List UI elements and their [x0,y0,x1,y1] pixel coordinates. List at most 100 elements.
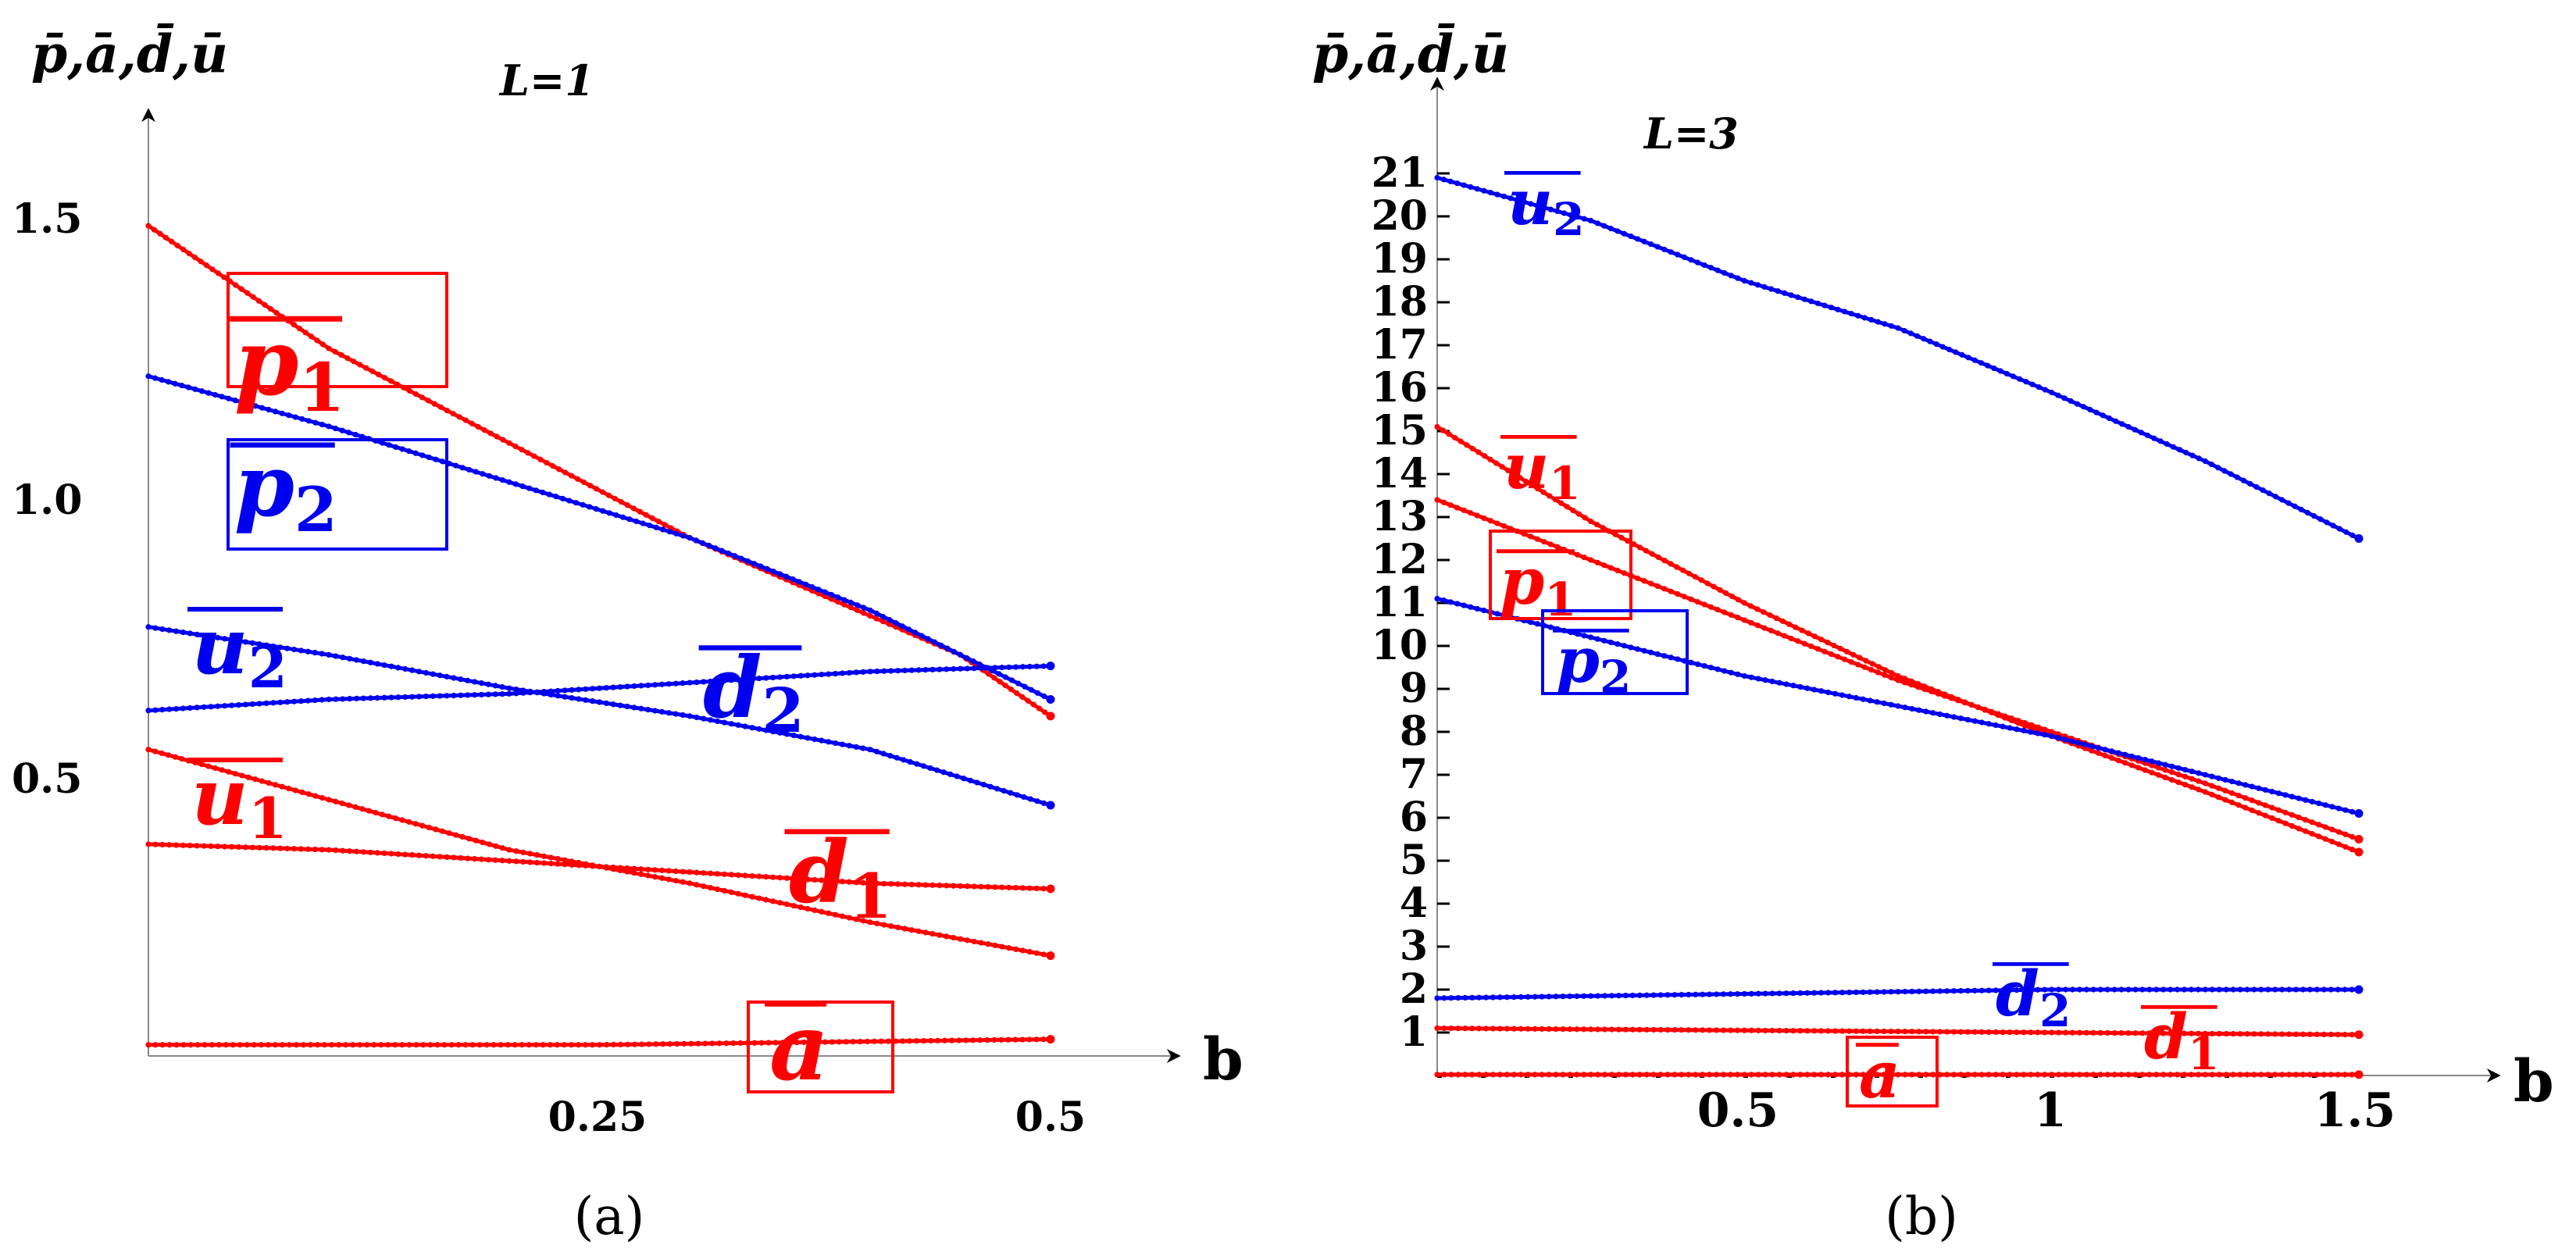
panel-b-series-u1-point [2215,794,2222,801]
panel-a-series-a-point [681,1040,687,1047]
panel-b-series-a-point [2014,1072,2020,1078]
panel-b-series-p1-point [1808,643,1814,650]
panel-a-series-u2-point [145,624,152,630]
panel-b-series-a-point [2174,1072,2181,1078]
panel-a-series-d2-point [222,703,228,709]
panel-b-series-d2-point [1811,990,1818,996]
panel-b-series-a-point [2062,1072,2069,1078]
panel-a-series-u2-point [409,667,416,673]
panel-b-series-p2-point [1930,710,1936,716]
panel-b-series-d2-point [2328,986,2334,993]
panel-b-series-p2-point [1846,694,1853,700]
panel-a-series-p1-point [302,330,309,336]
panel-b-series-u2-point [1946,346,1953,353]
panel-a-series-d2-point [617,683,623,690]
panel-a-series-u1-point [1012,946,1019,952]
label-subscript: 2 [294,473,337,546]
panel-a-series-u1-point [299,789,305,795]
panel-a-series-p1-point [250,294,256,300]
panel-b-series-a-point [1832,1072,1839,1078]
panel-b-series-a-point [1916,1072,1922,1078]
panel-b-series-d1-point [1476,1025,1482,1032]
panel-a-series-d1-point [846,879,852,885]
panel-b-series-p1-point [1454,505,1461,511]
panel-b-series-a-point [1686,1072,1692,1078]
panel-b-label-p1: p1 [1489,530,1632,626]
panel-a-series-d2-point [430,693,436,699]
panel-a-series-p2-point [559,495,566,502]
panel-b-series-u1-point [1793,624,1799,630]
panel-b-series-u2-point [1474,186,1480,192]
panel-b-series-u1-point [1499,464,1505,470]
panel-a-series-a-point [512,1042,518,1048]
panel-b-series-u1-point [2309,830,2315,837]
panel-b-series-p1-point [2021,719,2028,726]
panel-a-series-a-point [399,1042,405,1048]
panel-a-series-a-point [695,1040,701,1047]
panel-a-series-a-point [617,1041,624,1047]
panel-a-series-p2-point [473,469,479,475]
panel-b-series-d1-point [1525,1025,1531,1032]
panel-b-series-u1-point [2235,802,2242,808]
panel-a-series-a-point [336,1042,342,1048]
panel-a-series-d1-point [901,881,908,887]
panel-b-series-d1-point [1469,1025,1475,1032]
panel-b-series-d1-point [2132,1030,2139,1036]
panel-b-label-d2-text: d2 [1996,957,2071,1037]
panel-b-series-a-point [1713,1072,1720,1078]
panel-a-series-u1-point [839,913,846,919]
panel-b-series-u1-point [2222,797,2228,803]
panel-a-series-d2-point [471,692,478,698]
panel-b-series-d2-point [2181,986,2188,993]
panel-b-series-d2-point [1895,989,1901,995]
panel-a-series-p2-point [606,510,612,516]
panel-b-series-u2-point [2208,462,2215,468]
panel-a-series-a-markers [145,1035,1055,1048]
panel-a-series-d1-point [624,865,630,872]
panel-a-series-d2-point [610,684,616,690]
panel-b-series-a-point [1693,1072,1699,1078]
panel-a-series-d2-point [603,685,609,691]
panel-a-series-a-point [815,1039,821,1045]
panel-a-series-d2-point [742,676,748,683]
panel-b-series-u1-point [1882,667,1889,673]
panel-b-series-d2-point [1881,989,1887,995]
panel-b-series-p2-point [1957,715,1964,722]
panel-b-series-a-point [1643,1072,1650,1078]
panel-a-series-u1-point [339,801,345,807]
panel-b-series-a-markers [1434,1070,2364,1079]
panel-a-series-p1-point [525,450,531,456]
panel-a-series-u1-point [426,824,432,831]
panel-a-xtick-0.5: 0.5 [1015,1093,1086,1141]
panel-b-series-u2-point [1927,338,1933,344]
panel-a-series-d2-point [596,685,603,691]
panel-b-series-u2-point [2298,506,2304,512]
panel-b-series-d2-point [1964,987,1971,994]
label-base: d [703,639,762,737]
panel-a-series-u2-point [367,659,373,665]
panel-b-series-a-point [2216,1072,2222,1078]
panel-a-series-d1-point [388,851,394,857]
panel-a-series-u2-point [562,694,568,700]
panel-a-series-d1-point [776,875,783,881]
panel-b-series-d2-point [2202,986,2208,993]
panel-a-series-p2-point [725,550,732,557]
panel-b-series-p1-point [2275,807,2282,813]
panel-a-series-d2-point [1040,663,1047,669]
panel-a-series-p2-point [152,375,159,381]
panel-a-series-u1-point [232,770,238,777]
panel-a-series-u1-point [1019,947,1026,954]
panel-a-series-d1-point [458,854,464,861]
panel-a-series-p2-point [526,485,533,491]
panel-b-series-p1-point [2028,722,2035,728]
panel-a-series-u1-point [922,929,929,936]
panel-a-series-p2-point [893,620,899,626]
panel-a-series-u2-point [471,679,478,685]
panel-a-series-u2-point [353,657,360,663]
panel-b-series-p2-point [1581,633,1587,639]
panel-b-series-u2-point [2035,384,2042,391]
panel-b-series-d1-point [1993,1029,1999,1036]
panel-a-series-u2-point [284,645,291,651]
panel-b-series-p1-point [2215,785,2222,791]
panel-b-series-u2-point [2074,401,2081,407]
